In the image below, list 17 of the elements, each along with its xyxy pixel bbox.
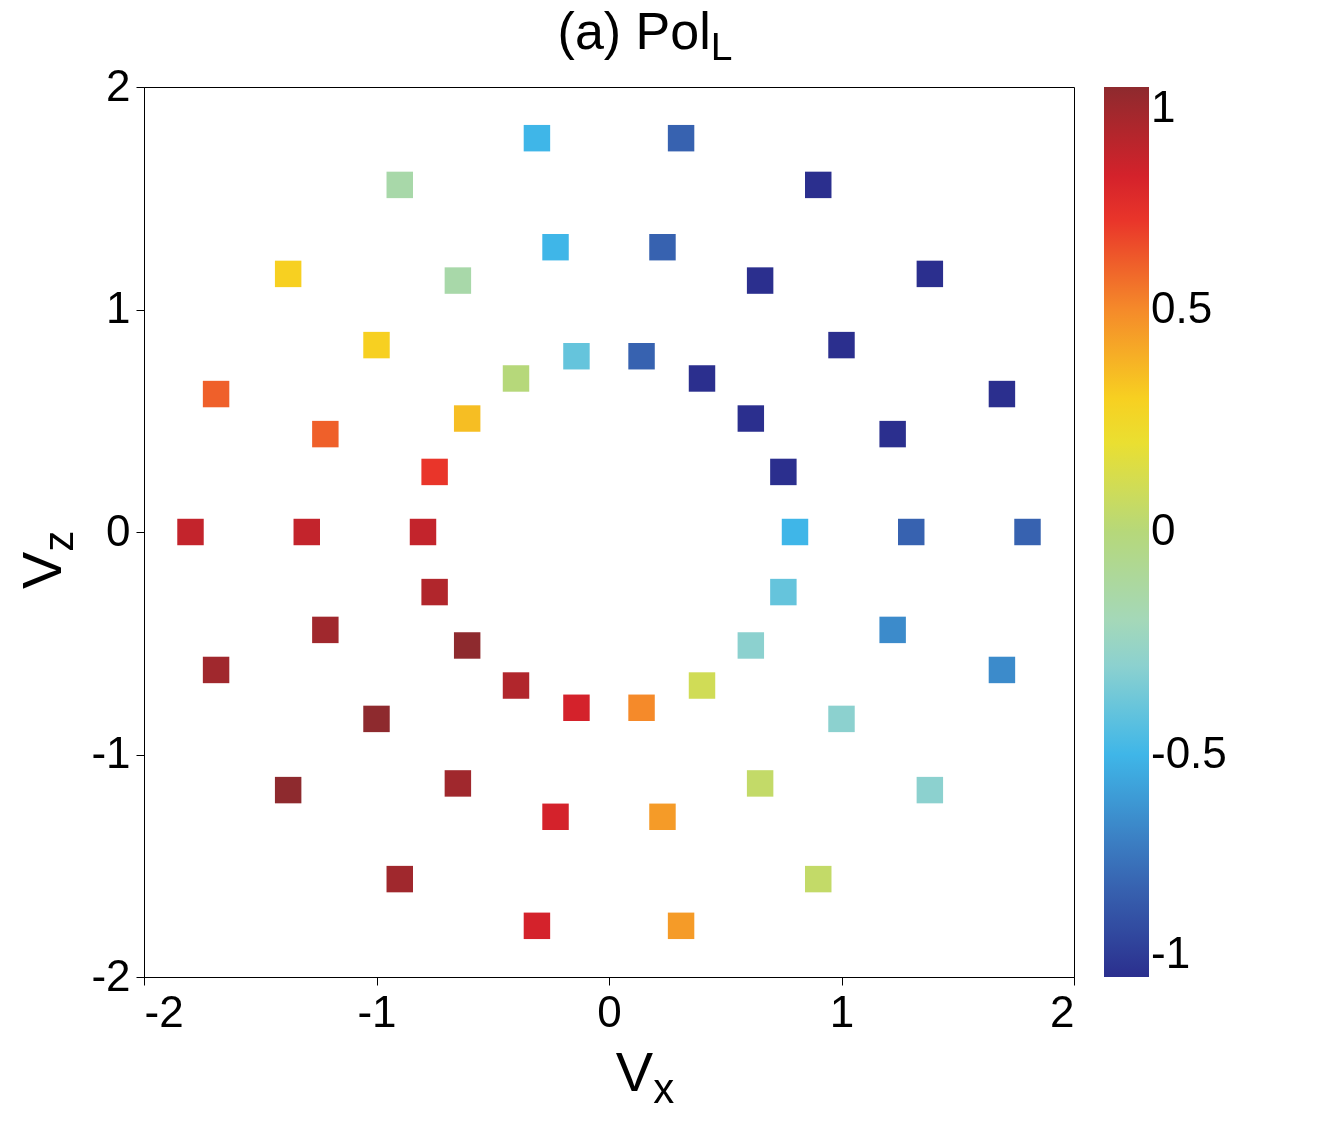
y-tick-label: -2	[91, 950, 131, 1000]
x-tick-label: -2	[144, 986, 184, 1036]
y-tick-label: 1	[106, 283, 131, 332]
x-tick-label: 0	[597, 986, 622, 1036]
y-tick-label: -1	[91, 728, 131, 777]
x-tick-label: 1	[829, 986, 855, 1036]
color-bar-label: -0.5	[1151, 727, 1227, 777]
color-bar-label: 0	[1151, 505, 1176, 554]
x-tick-label: -1	[357, 986, 397, 1036]
x-tick-label: 2	[1050, 986, 1075, 1036]
color-bar-label: 1	[1151, 82, 1176, 131]
color-bar-label: 0.5	[1151, 282, 1213, 332]
x-axis-title: V$_{x}$	[615, 1040, 675, 1113]
chart-title: (a) Pol$_{L}$	[556, 1, 734, 71]
y-tick-label: 2	[106, 60, 131, 110]
color-bar-label: -1	[1151, 928, 1191, 977]
y-tick-label: 0	[106, 505, 131, 555]
